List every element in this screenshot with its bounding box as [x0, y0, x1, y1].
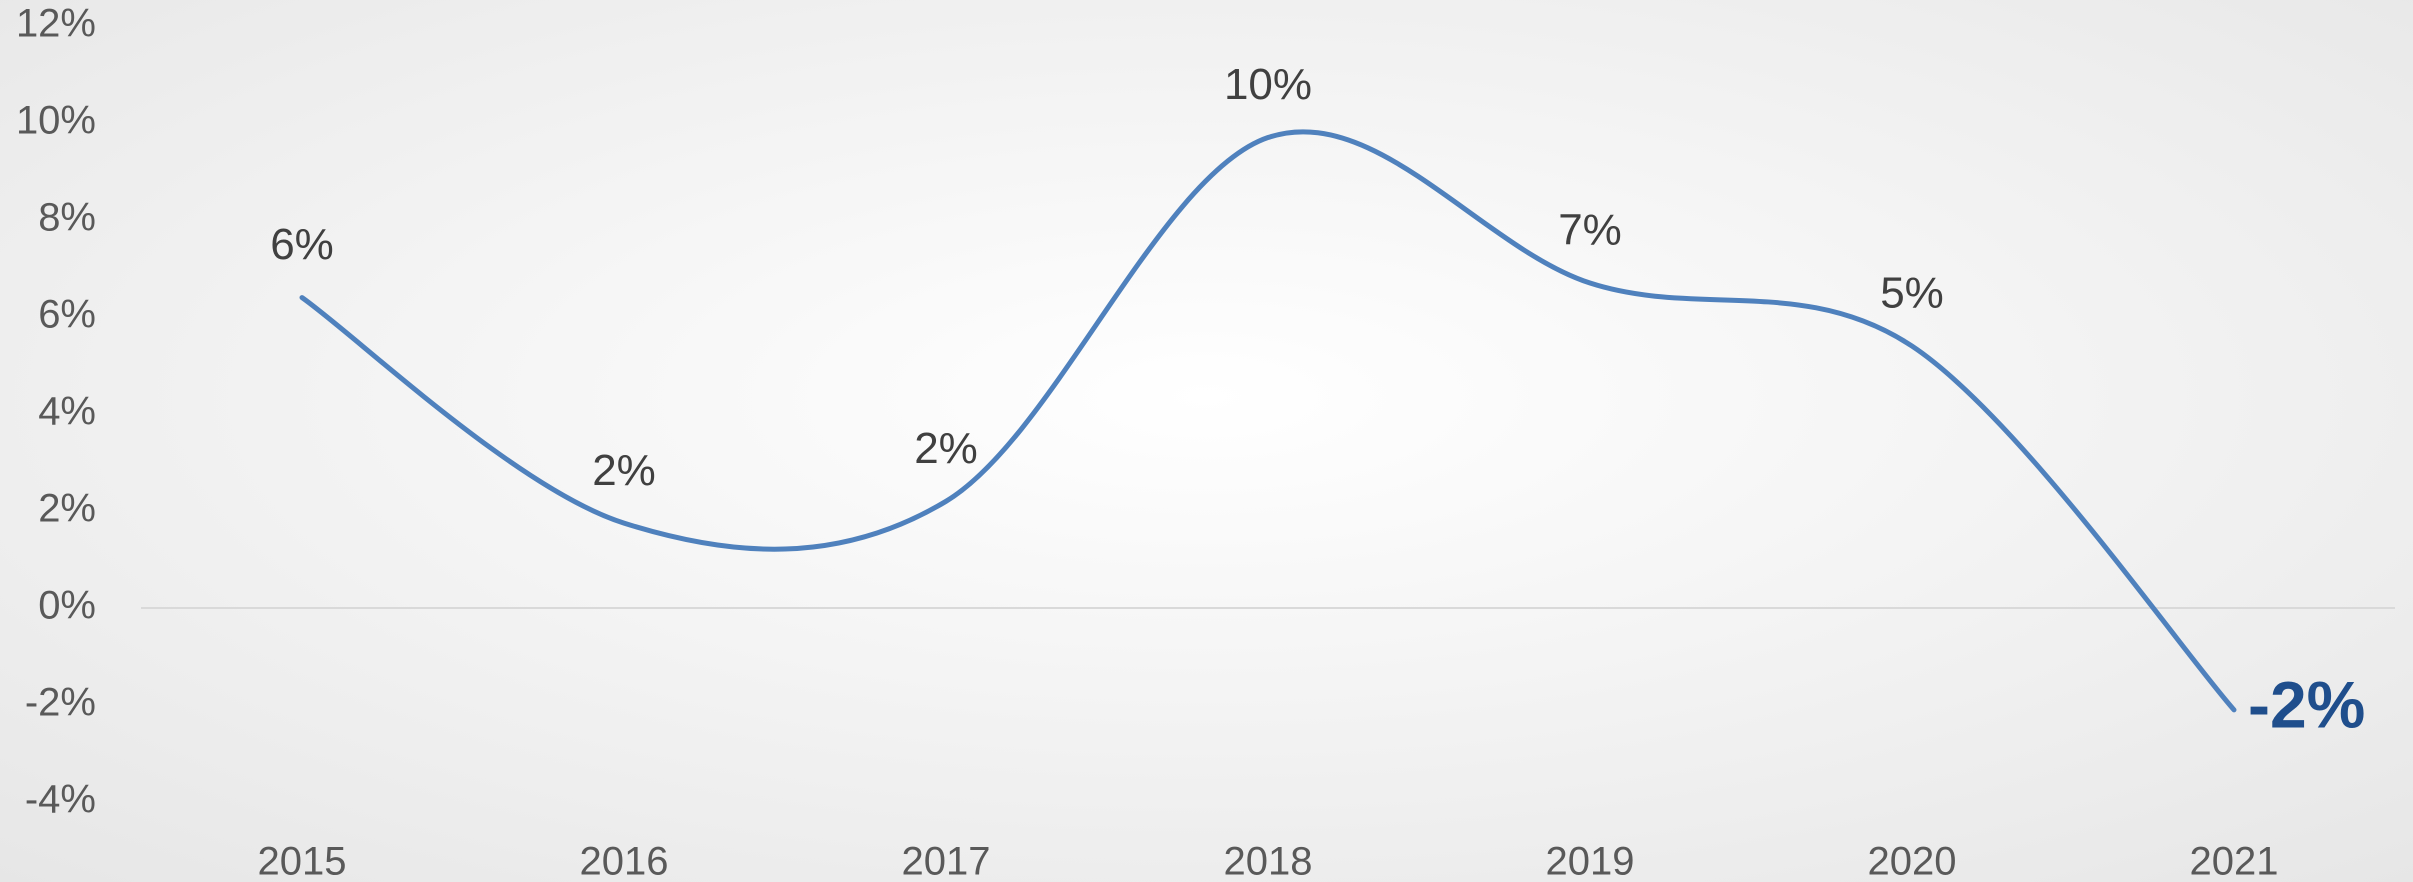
y-tick-label: 10%: [16, 99, 96, 143]
y-tick-label: 2%: [38, 487, 96, 531]
data-label: 6%: [270, 220, 334, 269]
y-tick-label: 0%: [38, 584, 96, 628]
y-tick-label: 4%: [38, 390, 96, 434]
data-label: 2%: [914, 424, 978, 473]
x-tick-label: 2019: [1546, 840, 1635, 882]
data-label: 7%: [1558, 206, 1622, 255]
x-tick-label: 2017: [902, 840, 991, 882]
y-tick-label: -4%: [25, 778, 96, 822]
x-tick-label: 2015: [258, 840, 347, 882]
data-label: 2%: [592, 446, 656, 495]
y-tick-label: 8%: [38, 196, 96, 240]
line-series: [299, 129, 2237, 713]
x-tick-label: 2021: [2190, 840, 2279, 882]
y-tick-label: -2%: [25, 681, 96, 725]
y-tick-label: 12%: [16, 2, 96, 46]
data-label: 10%: [1224, 60, 1312, 109]
y-tick-label: 6%: [38, 293, 96, 337]
x-tick-label: 2018: [1224, 840, 1313, 882]
data-label: -2%: [2248, 667, 2365, 741]
x-tick-label: 2016: [580, 840, 669, 882]
x-tick-label: 2020: [1868, 840, 1957, 882]
data-label: 5%: [1880, 269, 1944, 318]
